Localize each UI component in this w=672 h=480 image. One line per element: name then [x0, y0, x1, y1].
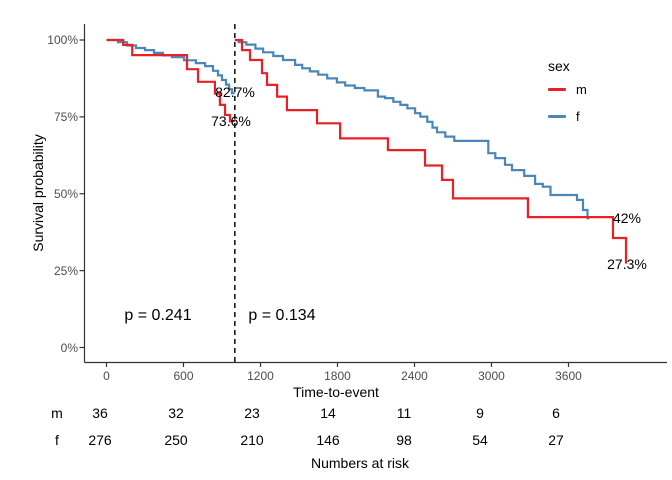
legend-label-f: f — [576, 108, 580, 124]
risk-row-label-f: f — [55, 432, 59, 448]
x-tick-label: 600 — [173, 369, 194, 383]
y-tick-label: 0% — [60, 340, 78, 355]
y-tick-label: 75% — [53, 109, 78, 124]
legend-label-m: m — [576, 81, 587, 97]
risk-count-m: 36 — [92, 405, 108, 421]
survival-curve-m-pre-landmark — [106, 38, 235, 123]
annotation-m-final-pct: 27.3% — [607, 256, 647, 272]
annotation-m-landmark-pct: 73.6% — [211, 113, 251, 129]
survival-curve-f-post-landmark — [234, 38, 590, 220]
risk-count-f: 146 — [316, 432, 340, 448]
survival-curve-m-post-landmark — [234, 38, 628, 264]
x-axis-title: Time-to-event — [293, 384, 379, 400]
risk-count-m: 14 — [320, 405, 336, 421]
x-tick-label: 3000 — [478, 369, 505, 383]
survival-curve-f-pre-landmark — [106, 38, 235, 95]
y-tick-label: 25% — [53, 263, 78, 278]
legend-entry-f: f — [548, 105, 587, 127]
risk-count-m: 32 — [168, 405, 184, 421]
risk-count-f: 54 — [472, 432, 488, 448]
risk-count-f: 210 — [240, 432, 264, 448]
y-tick-label: 50% — [53, 186, 78, 201]
x-tick-label: 0 — [103, 369, 110, 383]
legend: sex m f — [548, 59, 587, 127]
legend-entry-m: m — [548, 78, 587, 100]
legend-title: sex — [548, 58, 570, 74]
risk-count-f: 98 — [396, 432, 412, 448]
p-value-before-landmark: p = 0.241 — [124, 307, 192, 324]
risk-count-f: 276 — [88, 432, 112, 448]
x-tick-label: 1200 — [247, 369, 274, 383]
risk-count-m: 11 — [396, 405, 412, 421]
x-tick-label: 3600 — [555, 369, 582, 383]
risk-table-title: Numbers at risk — [310, 455, 410, 471]
x-tick-label: 2400 — [401, 369, 428, 383]
legend-swatch-f-icon — [548, 114, 566, 118]
legend-swatch-m-icon — [548, 87, 566, 91]
annotation-f-final-pct: 42% — [612, 210, 642, 226]
risk-count-m: 9 — [476, 405, 484, 421]
y-tick-label: 100% — [47, 33, 78, 47]
x-tick-label: 1800 — [324, 369, 351, 383]
risk-count-m: 6 — [552, 405, 560, 421]
risk-row-label-m: m — [51, 405, 63, 421]
risk-count-m: 23 — [244, 405, 260, 421]
p-value-after-landmark: p = 0.134 — [248, 307, 316, 324]
risk-count-f: 27 — [548, 432, 564, 448]
risk-count-f: 250 — [164, 432, 188, 448]
annotation-f-landmark-pct: 82.7% — [215, 84, 255, 100]
